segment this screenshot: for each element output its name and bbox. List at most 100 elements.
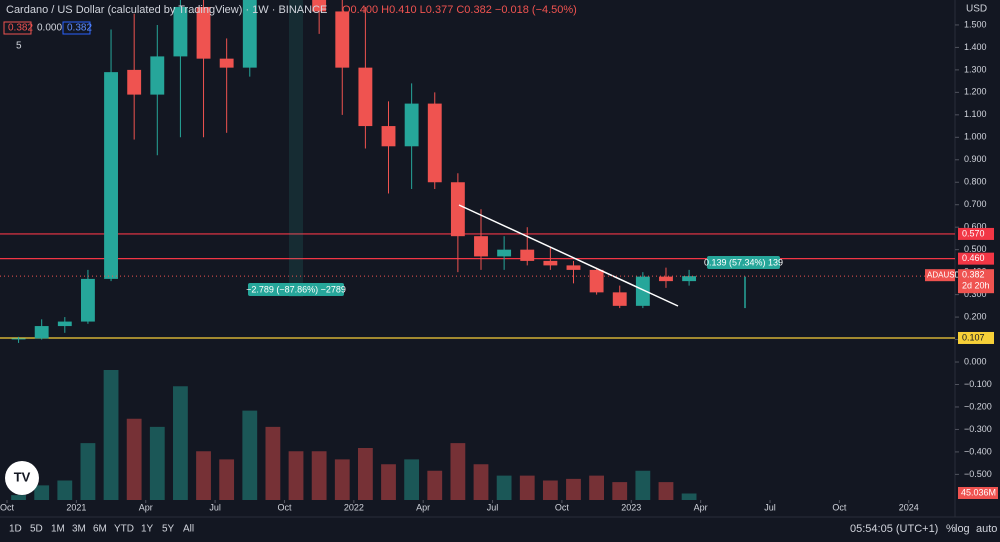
candle-body bbox=[659, 276, 673, 282]
volume-bar bbox=[334, 459, 350, 500]
measure-label: −2.789 (−87.86%) −2789 bbox=[246, 284, 346, 294]
candle-body bbox=[150, 56, 165, 95]
candle-body bbox=[57, 321, 72, 327]
x-tick-label: 2021 bbox=[66, 502, 86, 512]
x-tick-label: Oct bbox=[277, 502, 292, 512]
x-tick-label: Jul bbox=[209, 502, 221, 512]
y-tick-label: 1.200 bbox=[964, 87, 987, 97]
indicator-count[interactable]: 5 bbox=[16, 41, 22, 52]
volume-bar bbox=[612, 482, 628, 500]
x-tick-label: Oct bbox=[832, 502, 847, 512]
x-tick-label: Apr bbox=[416, 502, 430, 512]
candle-body bbox=[543, 260, 558, 266]
ohlc-legend: O0.400 H0.410 L0.377 C0.382 −0.018 (−4.5… bbox=[342, 4, 577, 16]
volume-bar bbox=[126, 418, 142, 500]
y-tick-label: −0.200 bbox=[964, 401, 992, 411]
timeframe-button[interactable]: 6M bbox=[93, 524, 107, 535]
volume-bar bbox=[173, 386, 188, 500]
timeframe-button[interactable]: YTD bbox=[114, 524, 134, 535]
clock: 05:54:05 (UTC+1) bbox=[850, 523, 938, 535]
volume-bar bbox=[103, 370, 119, 500]
candle-body bbox=[358, 67, 373, 127]
timeframe-button[interactable]: 3M bbox=[72, 524, 86, 535]
candle-body bbox=[80, 278, 95, 322]
measure-label: 0.139 (57.34%) 139 bbox=[704, 257, 783, 267]
candle-body bbox=[335, 11, 350, 68]
candle-body bbox=[450, 182, 465, 237]
top-box: 0.382 bbox=[8, 23, 33, 34]
candle-body bbox=[34, 326, 49, 339]
candle-body bbox=[404, 103, 419, 147]
x-tick-label: Apr bbox=[139, 502, 153, 512]
y-tick-label: 0.000 bbox=[964, 356, 987, 366]
volume-bar bbox=[57, 480, 73, 500]
x-tick-label: Jul bbox=[764, 502, 776, 512]
price-tag bbox=[958, 331, 994, 344]
countdown: 2d 20h bbox=[962, 281, 990, 291]
candle-body bbox=[474, 236, 488, 257]
candle-body bbox=[11, 338, 26, 340]
volume-bar bbox=[357, 448, 373, 500]
scale-button[interactable]: auto bbox=[976, 523, 997, 535]
volume-bar bbox=[288, 451, 304, 500]
candle-body bbox=[589, 269, 604, 293]
volume-bar bbox=[11, 495, 26, 500]
candle-body bbox=[566, 265, 581, 270]
price-tag bbox=[958, 227, 994, 240]
box bbox=[62, 21, 91, 35]
y-tick-label: 1.000 bbox=[964, 132, 987, 142]
timeframe-button[interactable]: 1M bbox=[51, 524, 65, 535]
x-tick-label: 2022 bbox=[344, 502, 364, 512]
volume-tag: 45.036M bbox=[961, 487, 996, 497]
volume-bar bbox=[34, 485, 50, 500]
candle-body bbox=[312, 0, 327, 12]
volume-bar bbox=[681, 493, 697, 500]
chart-title: Cardano / US Dollar (calculated by Tradi… bbox=[6, 4, 327, 16]
volume-bar bbox=[149, 426, 165, 500]
y-tick-label: 1.300 bbox=[964, 64, 987, 74]
scale-button[interactable]: % bbox=[946, 523, 956, 535]
timeframe-button[interactable]: 1Y bbox=[141, 524, 154, 535]
scale-button[interactable]: log bbox=[955, 523, 970, 535]
volume-bar bbox=[566, 478, 581, 500]
candle-body bbox=[520, 249, 535, 261]
volume-bar bbox=[219, 459, 235, 500]
candle-body bbox=[497, 249, 512, 257]
measure-box bbox=[707, 256, 780, 269]
candle-body bbox=[682, 276, 697, 282]
x-tick-label: 2023 bbox=[621, 502, 641, 512]
volume-bar bbox=[427, 470, 443, 500]
symbol-tag: ADAUSD bbox=[927, 270, 961, 279]
volume-bar bbox=[80, 443, 96, 500]
timeframe-button[interactable]: 5Y bbox=[162, 524, 175, 535]
timeframe-button[interactable]: All bbox=[183, 524, 194, 535]
x-tick-label: Apr bbox=[694, 502, 708, 512]
price-tag bbox=[958, 269, 994, 294]
volume-bar bbox=[658, 482, 674, 500]
y-tick-label: −0.300 bbox=[964, 424, 992, 434]
y-tick-label: 1.100 bbox=[964, 109, 987, 119]
volume-bar bbox=[381, 464, 396, 500]
y-tick-label: −0.100 bbox=[964, 379, 992, 389]
svg-text:TV: TV bbox=[14, 469, 31, 484]
y-tick-label: 1.500 bbox=[964, 19, 987, 29]
measure-range bbox=[289, 0, 303, 297]
box bbox=[3, 21, 32, 35]
volume-bar bbox=[589, 475, 605, 500]
x-tick-label: Oct bbox=[0, 502, 14, 512]
top-box: 0.382 bbox=[67, 23, 92, 34]
volume-bar bbox=[450, 443, 466, 500]
y-tick-label: 0.600 bbox=[964, 222, 987, 232]
currency: USD bbox=[966, 4, 987, 15]
volume-bar bbox=[496, 475, 512, 500]
timeframe-button[interactable]: 5D bbox=[30, 524, 43, 535]
price-tag bbox=[925, 269, 955, 282]
candle-body bbox=[104, 72, 118, 279]
x-tick-label: Jul bbox=[487, 502, 499, 512]
timeframe-button[interactable]: 1D bbox=[9, 524, 22, 535]
candle-body bbox=[612, 292, 627, 306]
volume-bar bbox=[265, 426, 281, 500]
price-tag-label: 0.570 bbox=[962, 228, 985, 238]
